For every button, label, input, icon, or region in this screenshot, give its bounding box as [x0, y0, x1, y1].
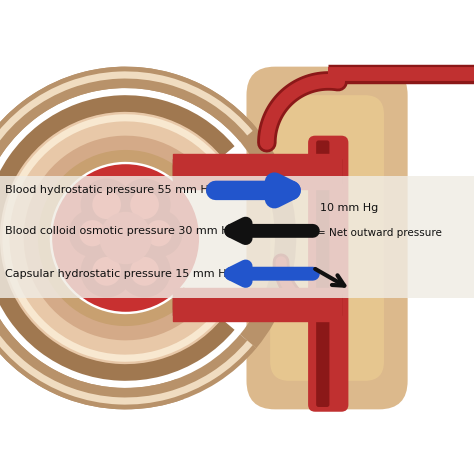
Wedge shape — [24, 136, 204, 340]
Circle shape — [81, 178, 133, 231]
Wedge shape — [38, 150, 193, 326]
Text: Capsular hydrostatic pressure 15 mm Hg: Capsular hydrostatic pressure 15 mm Hg — [5, 268, 233, 279]
Circle shape — [52, 164, 199, 312]
Circle shape — [118, 245, 171, 298]
Circle shape — [104, 217, 147, 259]
Wedge shape — [2, 114, 220, 362]
Circle shape — [146, 220, 172, 247]
Circle shape — [80, 220, 105, 247]
FancyBboxPatch shape — [246, 67, 408, 409]
Circle shape — [100, 212, 152, 264]
Wedge shape — [0, 71, 253, 405]
FancyBboxPatch shape — [316, 140, 329, 407]
Text: Blood hydrostatic pressure 55 mm Hg: Blood hydrostatic pressure 55 mm Hg — [5, 185, 216, 196]
Wedge shape — [0, 95, 235, 381]
Text: 10 mm Hg: 10 mm Hg — [320, 203, 378, 213]
Text: Blood colloid osmotic pressure 30 mm Hg: Blood colloid osmotic pressure 30 mm Hg — [5, 226, 237, 236]
Wedge shape — [0, 67, 256, 409]
FancyBboxPatch shape — [308, 136, 348, 412]
Wedge shape — [0, 67, 296, 409]
Circle shape — [69, 209, 116, 257]
Circle shape — [130, 190, 159, 219]
Circle shape — [114, 226, 137, 250]
Text: = Net outward pressure: = Net outward pressure — [317, 228, 441, 238]
Wedge shape — [0, 112, 222, 364]
Circle shape — [130, 257, 159, 286]
Circle shape — [92, 257, 121, 286]
Circle shape — [135, 209, 182, 257]
Circle shape — [118, 178, 171, 231]
Circle shape — [81, 245, 133, 298]
FancyBboxPatch shape — [270, 95, 384, 381]
FancyBboxPatch shape — [0, 176, 474, 298]
Circle shape — [92, 190, 121, 219]
